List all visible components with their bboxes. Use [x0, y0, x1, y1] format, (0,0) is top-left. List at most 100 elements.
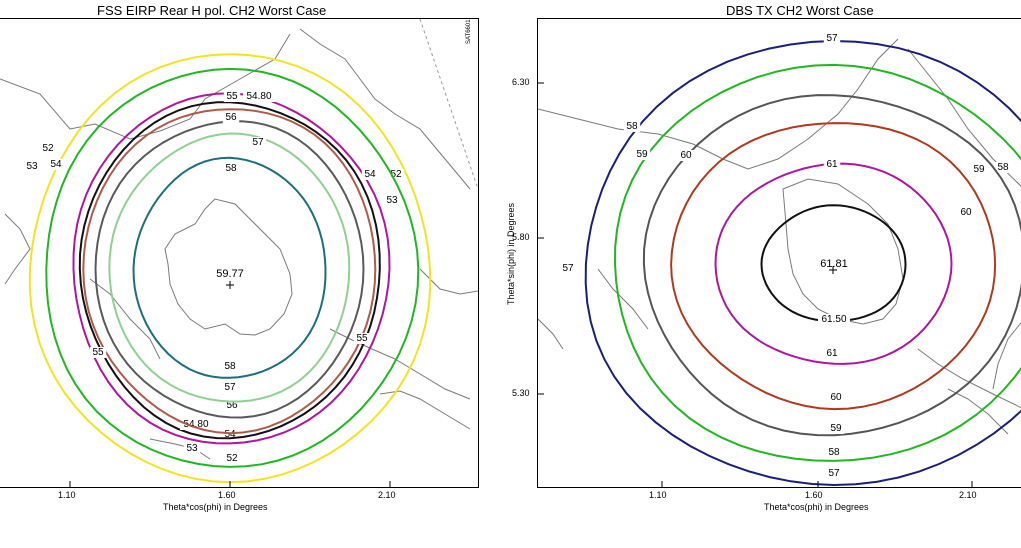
- contour-label-56-bg: [223, 400, 241, 411]
- contour-label-54.80-bg: [243, 91, 275, 102]
- coastline-map: [0, 28, 479, 460]
- x-axis-label-fss: Theta*cos(phi) in Degrees: [163, 502, 268, 512]
- coastline-segment: [4, 213, 31, 285]
- contour-label-54-bg: [221, 429, 239, 440]
- contour-label-57: 57: [826, 33, 838, 44]
- contour-label-58: 58: [828, 447, 840, 458]
- contour-label-58: 58: [997, 162, 1009, 173]
- contour-line-59: [642, 94, 1021, 437]
- contour-label-61.50: 61.50: [821, 314, 846, 325]
- x-tick-label: 2.10: [959, 490, 977, 500]
- chart-panel-dbs: DBS TX CH2 Worst Case Theta*sin(phi) in …: [506, 0, 1021, 548]
- contour-label-61-bg: [823, 348, 841, 359]
- coastline-segment: [164, 198, 293, 336]
- contour-label-55-bg: [89, 347, 107, 358]
- peak-value-label: 61.81: [820, 258, 848, 270]
- contour-plot-fss: 52 52 52 53 53 53 54 54 54 54.80 54.80 55 55 55 56 56 57…: [0, 19, 479, 487]
- contour-label-58: 58: [626, 121, 638, 132]
- contour-line-52: [28, 53, 432, 484]
- chart-title-dbs: DBS TX CH2 Worst Case: [726, 3, 874, 18]
- corner-text: SAT6601: [466, 19, 472, 44]
- contour-label-58: 58: [225, 163, 237, 174]
- contour-line-57: [584, 39, 1021, 487]
- chart-title-fss: FSS EIRP Rear H pol. CH2 Worst Case: [97, 3, 327, 18]
- coastline-segment: [992, 321, 1021, 390]
- contour-label-54.80-bg: [180, 419, 212, 430]
- contour-line-54.80: [78, 101, 381, 440]
- contour-label-54: 54: [364, 169, 376, 180]
- contour-label-54-bg: [47, 159, 65, 170]
- x-tick-label: 1.10: [58, 490, 76, 500]
- contour-label-53-bg: [23, 161, 41, 172]
- contour-label-54.80: 54.80: [246, 91, 271, 102]
- coastline-segment: [917, 348, 1021, 409]
- contour-label-61-bg: [823, 159, 841, 170]
- x-axis-label-dbs: Theta*cos(phi) in Degrees: [764, 502, 869, 512]
- x-tick-label: 1.10: [649, 490, 667, 500]
- contour-line-61.50: [760, 204, 907, 323]
- x-tick-label: 1.60: [805, 490, 823, 500]
- coastline-segment: [379, 390, 471, 430]
- contour-label-57: 57: [252, 137, 264, 148]
- peak-marker: [829, 266, 837, 274]
- contour-line-60: [670, 122, 997, 411]
- coastline-segment: [537, 38, 899, 170]
- peak-marker: [226, 281, 234, 289]
- contour-line-56: [94, 120, 365, 419]
- contour-label-56: 56: [225, 112, 237, 123]
- contour-label-53-bg: [183, 443, 201, 454]
- x-tick-label: 1.60: [218, 490, 236, 500]
- y-tick-label: 6.30: [512, 77, 530, 87]
- contour-label-57: 57: [562, 263, 574, 274]
- contour-label-61: 61: [826, 348, 838, 359]
- contour-label-52-bg: [223, 453, 241, 464]
- contour-label-59: 59: [636, 149, 648, 160]
- contour-label-52: 52: [390, 169, 402, 180]
- y-tick-label: 5.30: [512, 388, 530, 398]
- y-tick-label: 5.80: [512, 232, 530, 242]
- contour-label-57-bg: [249, 137, 267, 148]
- contour-label-52: 52: [42, 143, 54, 154]
- contour-label-55: 55: [92, 347, 104, 358]
- contour-line-58: [613, 63, 1021, 462]
- contour-label-52-bg: [387, 169, 405, 180]
- contour-line-53: [45, 67, 420, 468]
- contour-line-57: [108, 132, 351, 403]
- contour-label-54.80: 54.80: [183, 419, 208, 430]
- contour-label-55: 55: [226, 91, 238, 102]
- contour-label-58-bg: [222, 163, 240, 174]
- coastline-segment: [947, 388, 1009, 435]
- contour-label-57-bg: [559, 263, 577, 274]
- contour-label-60: 60: [830, 392, 842, 403]
- plot-area-fss: 52 52 52 53 53 53 54 54 54 54.80 54.80 55 55 55 56 56 57…: [0, 18, 479, 488]
- contour-label-52-bg: [39, 143, 57, 154]
- contour-label-60: 60: [680, 150, 692, 161]
- contour-label-54: 54: [50, 159, 62, 170]
- contour-line-54: [72, 92, 391, 445]
- contour-label-61: 61: [826, 159, 838, 170]
- contour-label-55-bg: [353, 333, 371, 344]
- contour-label-53-bg: [383, 195, 401, 206]
- contour-label-61.50-bg: [818, 314, 850, 325]
- contour-label-57-bg: [221, 382, 239, 393]
- chart-panel-fss: FSS EIRP Rear H pol. CH2 Worst Case 52 52…: [0, 0, 510, 548]
- coastline-segment: [329, 328, 471, 400]
- y-axis-label-dbs: Theta*sin(phi) in Degrees: [506, 202, 516, 305]
- coastline-segment: [597, 268, 649, 330]
- contour-label-60: 60: [960, 207, 972, 218]
- contour-label-53: 53: [186, 443, 198, 454]
- contour-label-57: 57: [224, 382, 236, 393]
- peak-value-label: 59.77: [216, 268, 244, 280]
- contour-label-60-bg: [827, 392, 845, 403]
- coastline-segment: [0, 33, 291, 140]
- contour-label-53: 53: [26, 161, 38, 172]
- contour-label-58: 58: [224, 361, 236, 372]
- contour-label-55-bg: [223, 91, 241, 102]
- contour-line-61: [714, 162, 953, 365]
- contour-plot-dbs: 57 57 57 58 58 58 59 59 59 60 60 60 61 61 61.50 61.81: [537, 33, 1021, 487]
- contour-label-58-bg: [221, 361, 239, 372]
- contour-label-58-bg: [825, 447, 843, 458]
- contour-label-58-bg: [623, 121, 641, 132]
- contour-label-59: 59: [830, 423, 842, 434]
- contour-label-57: 57: [828, 468, 840, 479]
